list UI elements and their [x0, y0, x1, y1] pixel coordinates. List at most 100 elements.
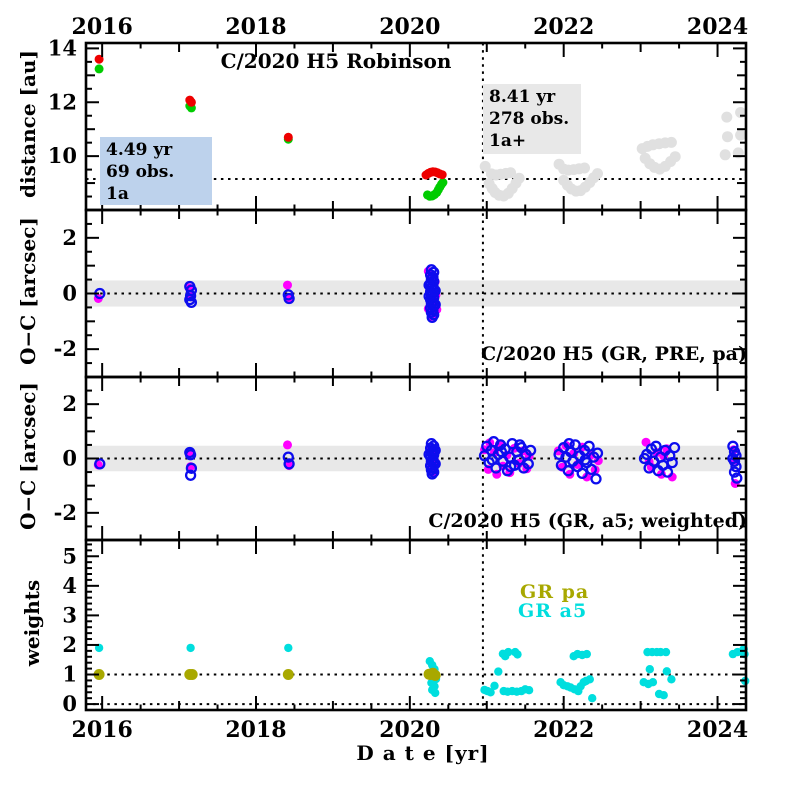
y-tick-label: 5 — [62, 543, 77, 568]
info-line-arc-length: 4.49 yr — [106, 140, 173, 160]
x-tick-label-top: 2020 — [379, 14, 440, 40]
info-line-solution-id: 1a — [106, 184, 129, 204]
data-point-magenta_oc — [283, 280, 292, 290]
data-point-blue_oc — [576, 467, 588, 480]
data-point-blue_oc — [591, 447, 604, 459]
data-point-blue_oc — [727, 440, 739, 452]
data-point-blue_oc — [569, 439, 581, 451]
legend-gr-pa: GR pa — [520, 581, 590, 603]
series-gray_predicted — [479, 107, 747, 202]
x-tick-label-bottom: 2022 — [533, 717, 594, 743]
x-tick-label-bottom: 2018 — [225, 717, 286, 743]
data-point-blue_oc — [185, 462, 198, 474]
data-point-cyan_weights_a5 — [662, 667, 671, 676]
series-olive_weights_pa — [93, 667, 441, 681]
data-point-cyan_weights_a5 — [645, 665, 654, 674]
x-axis-title: D a t e [yr] — [356, 741, 490, 765]
data-point-blue_oc — [504, 460, 517, 473]
data-point-blue_oc — [668, 441, 681, 454]
data-point-blue_oc — [585, 463, 598, 476]
data-point-magenta_oc — [283, 440, 292, 450]
data-point-blue_oc — [638, 452, 651, 465]
data-point-blue_oc — [661, 466, 674, 478]
series-red_distance — [94, 54, 447, 180]
data-point-blue_oc — [650, 440, 662, 452]
data-point-blue_oc — [429, 298, 441, 311]
data-point-gray_predicted — [479, 160, 491, 172]
data-point-olive_weights_pa — [423, 668, 435, 680]
data-point-gray_predicted — [722, 131, 733, 143]
data-point-cyan_weights_a5 — [513, 650, 522, 659]
data-point-gray_predicted — [669, 151, 681, 163]
data-point-gray_predicted — [735, 129, 747, 141]
data-point-olive_weights_pa — [282, 669, 294, 680]
data-point-blue_oc — [562, 465, 574, 477]
data-point-cyan_weights_a5 — [524, 686, 534, 695]
panel-box-weights — [84, 538, 748, 712]
y-tick-label: 0 — [62, 281, 77, 306]
data-point-cyan_weights_a5 — [490, 681, 499, 690]
series-blue_oc — [94, 436, 743, 485]
data-point-cyan_weights_a5 — [585, 675, 594, 684]
data-point-blue_oc — [283, 458, 295, 470]
data-point-cyan_weights_a5 — [667, 675, 676, 684]
data-point-blue_oc — [555, 459, 568, 471]
data-point-blue_oc — [184, 449, 197, 461]
data-point-blue_oc — [728, 466, 741, 478]
data-point-green_distance — [438, 178, 448, 187]
data-point-cyan_weights_a5 — [659, 691, 668, 700]
y-tick-label: 2 — [62, 632, 77, 657]
info-line-solution-id: 1a+ — [489, 131, 527, 151]
info-line-arc-length: 8.41 yr — [489, 87, 556, 107]
data-point-cyan_weights_a5 — [486, 688, 495, 697]
data-point-blue_oc — [429, 444, 441, 457]
y-tick-label: -2 — [54, 336, 77, 361]
data-point-gray_predicted — [721, 111, 733, 123]
data-point-blue_oc — [583, 440, 595, 452]
data-point-green_distance — [94, 64, 104, 74]
plot-title: C/2020 H5 Robinson — [220, 49, 452, 73]
data-point-blue_oc — [426, 468, 438, 480]
data-point-gray_predicted — [579, 162, 590, 174]
y-tick-label: 12 — [48, 89, 77, 114]
data-point-blue_oc — [664, 450, 676, 462]
x-tick-label-top: 2018 — [225, 14, 286, 40]
data-point-cyan_weights_a5 — [284, 643, 293, 653]
data-point-cyan_weights_a5 — [648, 678, 658, 687]
data-point-blue_oc — [426, 311, 438, 324]
series-cyan_weights_a5 — [94, 643, 750, 703]
data-point-blue_oc — [486, 454, 498, 466]
data-point-blue_oc — [184, 469, 197, 481]
data-point-blue_oc — [563, 437, 575, 450]
data-point-blue_oc — [666, 456, 678, 469]
data-point-gray_predicted — [592, 168, 603, 180]
data-point-blue_oc — [731, 472, 743, 484]
x-tick-label-bottom: 2016 — [72, 717, 133, 743]
y-tick-label: 0 — [62, 691, 77, 716]
x-tick-label-top: 2016 — [72, 14, 133, 40]
data-point-cyan_weights_a5 — [588, 694, 597, 703]
y-tick-label: -2 — [54, 500, 77, 525]
x-tick-label-top: 2024 — [687, 14, 748, 40]
data-point-blue_oc — [423, 290, 435, 302]
data-point-blue_oc — [429, 458, 441, 470]
data-point-blue_oc — [524, 444, 537, 457]
series-blue_oc — [94, 264, 441, 324]
data-point-red_distance — [437, 170, 447, 180]
panel-oc-a5-label: C/2020 H5 (GR, a5; weighted) — [428, 510, 747, 532]
data-point-cyan_weights_a5 — [661, 647, 671, 657]
data-point-blue_oc — [514, 439, 526, 451]
solution-info-box-1a: 4.49 yr 69 obs. 1a — [100, 137, 212, 205]
data-point-cyan_weights_a5 — [504, 647, 513, 657]
data-point-red_distance — [283, 132, 293, 142]
data-point-olive_weights_pa — [93, 669, 105, 680]
data-point-blue_oc — [429, 285, 441, 297]
data-point-blue_oc — [282, 451, 294, 463]
legend-gr-a5: GR a5 — [518, 600, 588, 622]
panel-oc-pre-label: C/2020 H5 (GR, PRE, pa) — [481, 343, 747, 365]
data-point-blue_oc — [94, 458, 106, 470]
data-point-blue_oc — [579, 454, 591, 466]
data-point-blue_oc — [423, 279, 435, 291]
data-point-cyan_weights_a5 — [186, 643, 195, 653]
